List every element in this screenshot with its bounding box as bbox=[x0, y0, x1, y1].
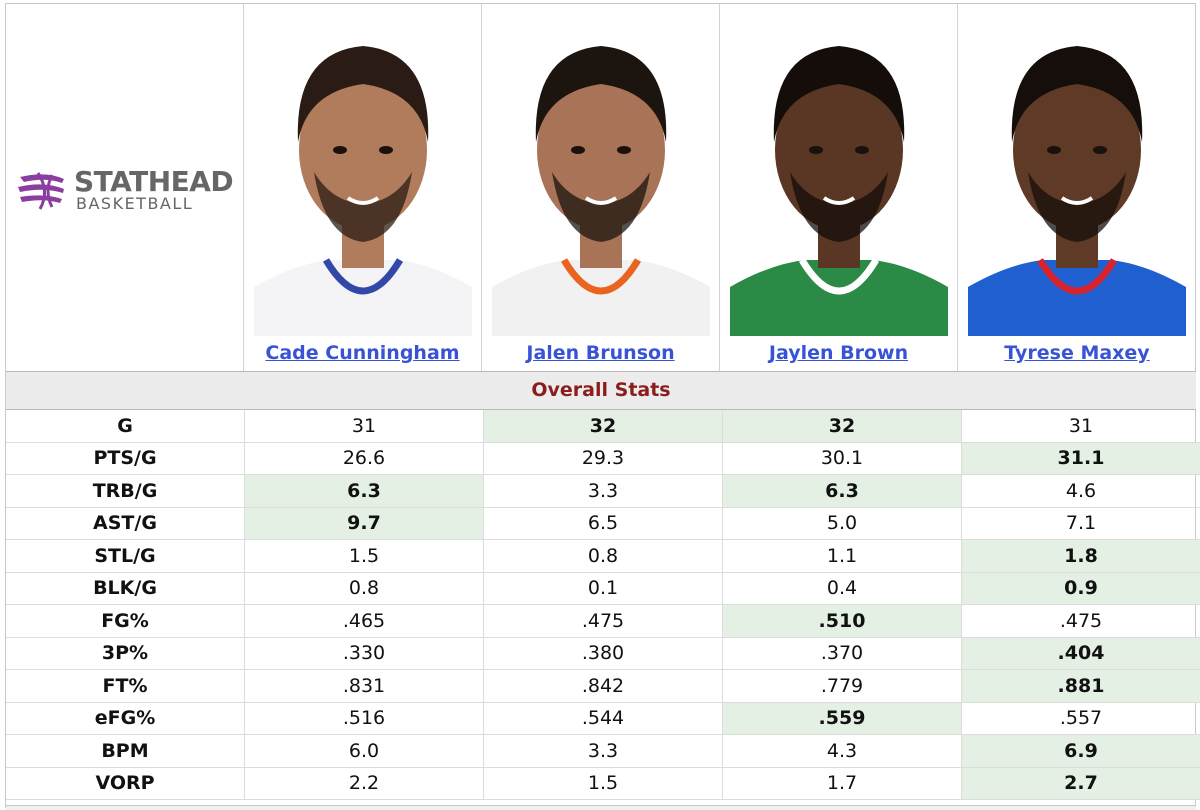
stat-value-leader: 32 bbox=[723, 410, 962, 442]
stat-value: 30.1 bbox=[723, 442, 962, 475]
player-name-link[interactable]: Cade Cunningham bbox=[244, 342, 481, 364]
stat-value-leader: 9.7 bbox=[245, 507, 484, 540]
stat-value: .475 bbox=[962, 605, 1200, 638]
stat-value: .516 bbox=[245, 702, 484, 735]
stat-value: 0.4 bbox=[723, 572, 962, 605]
player-headshot[interactable] bbox=[968, 32, 1186, 336]
stat-value: 4.6 bbox=[962, 475, 1200, 508]
stat-row-ft-: FT%.831.842.779.881 bbox=[6, 670, 1200, 703]
stat-value: 0.8 bbox=[484, 540, 723, 573]
stat-label: TRB/G bbox=[6, 475, 245, 508]
stat-label: BPM bbox=[6, 735, 245, 768]
player-name-link[interactable]: Jaylen Brown bbox=[720, 342, 957, 364]
stat-value: .557 bbox=[962, 702, 1200, 735]
stat-value-leader: 2.7 bbox=[962, 767, 1200, 800]
stat-value-leader: 32 bbox=[484, 410, 723, 442]
stat-label: BLK/G bbox=[6, 572, 245, 605]
stat-label: PTS/G bbox=[6, 442, 245, 475]
basketball-logo-icon bbox=[16, 171, 68, 211]
stat-value: .842 bbox=[484, 670, 723, 703]
player-headshot[interactable] bbox=[730, 32, 948, 336]
stat-value: .544 bbox=[484, 702, 723, 735]
stat-value: 1.5 bbox=[245, 540, 484, 573]
stat-value-leader: .881 bbox=[962, 670, 1200, 703]
stat-value: 3.3 bbox=[484, 475, 723, 508]
stat-value-leader: 1.8 bbox=[962, 540, 1200, 573]
stat-value: 31 bbox=[962, 410, 1200, 442]
stat-value: 26.6 bbox=[245, 442, 484, 475]
logo-wordmark: STATHEAD bbox=[74, 167, 233, 197]
stat-value: 4.3 bbox=[723, 735, 962, 768]
player-header-jaylen-brown: Jaylen Brown bbox=[720, 4, 958, 371]
stat-row-efg-: eFG%.516.544.559.557 bbox=[6, 702, 1200, 735]
stat-value: 31 bbox=[245, 410, 484, 442]
section-header-overall-stats: Overall Stats bbox=[6, 371, 1196, 410]
stat-value: 0.8 bbox=[245, 572, 484, 605]
stat-label: AST/G bbox=[6, 507, 245, 540]
stat-value: .831 bbox=[245, 670, 484, 703]
stat-label: eFG% bbox=[6, 702, 245, 735]
stat-value: 5.0 bbox=[723, 507, 962, 540]
stat-value: .380 bbox=[484, 637, 723, 670]
stat-row-fg-: FG%.465.475.510.475 bbox=[6, 605, 1200, 638]
stat-value: 2.2 bbox=[245, 767, 484, 800]
player-name-link[interactable]: Jalen Brunson bbox=[482, 342, 719, 364]
stat-value: .779 bbox=[723, 670, 962, 703]
stat-value-leader: 6.3 bbox=[245, 475, 484, 508]
stat-value-leader: .404 bbox=[962, 637, 1200, 670]
stat-value-leader: 31.1 bbox=[962, 442, 1200, 475]
stat-value-leader: 0.9 bbox=[962, 572, 1200, 605]
stat-value-leader: .559 bbox=[723, 702, 962, 735]
stat-label: 3P% bbox=[6, 637, 245, 670]
stat-value: 1.1 bbox=[723, 540, 962, 573]
stat-label: STL/G bbox=[6, 540, 245, 573]
logo-cell: STATHEAD BASKETBALL bbox=[6, 4, 244, 371]
stat-value: 0.1 bbox=[484, 572, 723, 605]
stat-value: 1.7 bbox=[723, 767, 962, 800]
stat-value: .330 bbox=[245, 637, 484, 670]
stat-label: FT% bbox=[6, 670, 245, 703]
stat-value: 6.5 bbox=[484, 507, 723, 540]
stat-value: 7.1 bbox=[962, 507, 1200, 540]
stat-label: G bbox=[6, 410, 245, 442]
player-name-link[interactable]: Tyrese Maxey bbox=[958, 342, 1196, 364]
stathead-logo[interactable]: STATHEAD BASKETBALL bbox=[16, 167, 236, 217]
stat-value-leader: 6.9 bbox=[962, 735, 1200, 768]
stat-value: .475 bbox=[484, 605, 723, 638]
stat-row-3p-: 3P%.330.380.370.404 bbox=[6, 637, 1200, 670]
stat-value: 3.3 bbox=[484, 735, 723, 768]
stat-value-leader: 6.3 bbox=[723, 475, 962, 508]
stat-label: FG% bbox=[6, 605, 245, 638]
stat-value: .370 bbox=[723, 637, 962, 670]
player-header-tyrese-maxey: Tyrese Maxey bbox=[958, 4, 1196, 371]
stat-value: .465 bbox=[245, 605, 484, 638]
stat-value-leader: .510 bbox=[723, 605, 962, 638]
stat-value: 29.3 bbox=[484, 442, 723, 475]
player-header-jalen-brunson: Jalen Brunson bbox=[482, 4, 720, 371]
stat-value: 1.5 bbox=[484, 767, 723, 800]
stat-label: VORP bbox=[6, 767, 245, 800]
player-headshot[interactable] bbox=[254, 32, 472, 336]
stat-value: 6.0 bbox=[245, 735, 484, 768]
player-headshot[interactable] bbox=[492, 32, 710, 336]
player-header-cade-cunningham: Cade Cunningham bbox=[244, 4, 482, 371]
logo-subtitle: BASKETBALL bbox=[76, 195, 193, 213]
